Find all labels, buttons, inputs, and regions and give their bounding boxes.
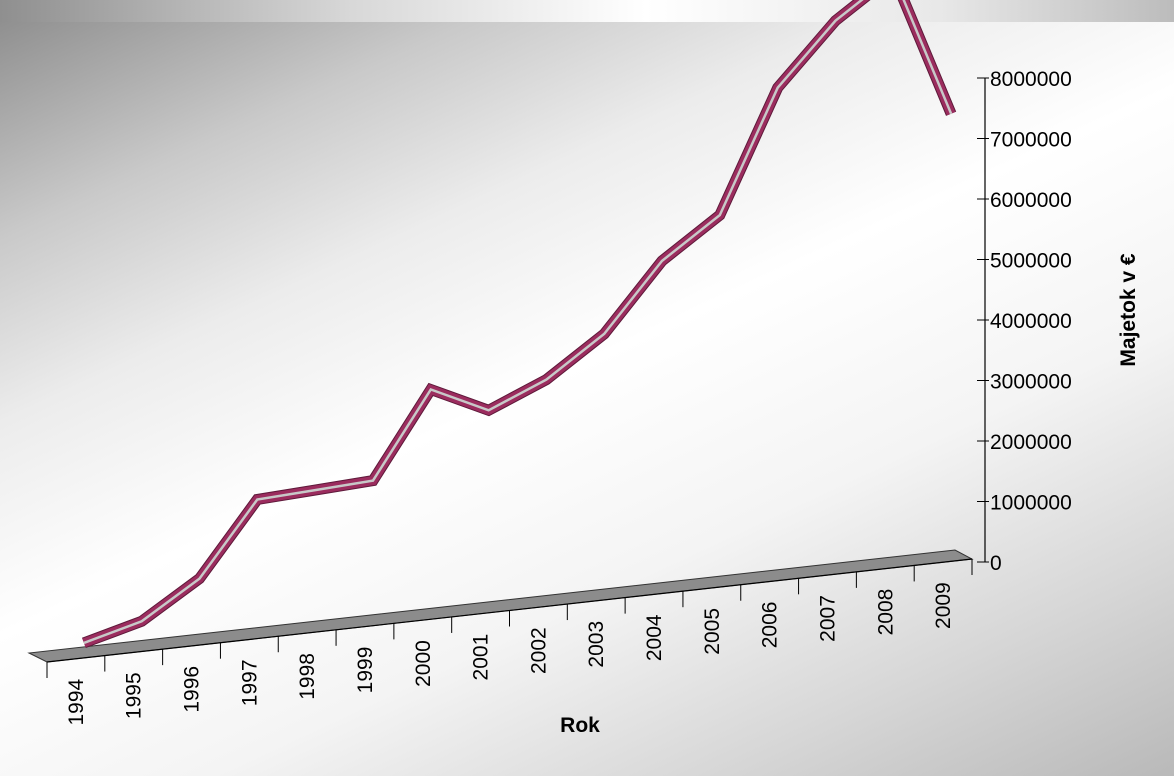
x-tick-label: 2008 bbox=[874, 589, 897, 636]
x-tick-label: 1998 bbox=[296, 653, 319, 700]
x-axis-title: Rok bbox=[560, 714, 600, 737]
y-tick-label: 2000000 bbox=[990, 431, 1072, 454]
y-tick-label: 1000000 bbox=[990, 492, 1072, 515]
y-tick-label: 8000000 bbox=[990, 68, 1072, 91]
x-axis-ticks: 1994 1995 1996 1997 1998 1999 2000 2001 2002 2003… bbox=[46, 559, 973, 726]
y-tick-label: 3000000 bbox=[990, 371, 1072, 394]
x-tick-label: 1997 bbox=[238, 659, 261, 706]
x-tick-label: 2003 bbox=[585, 621, 608, 668]
x-tick-label: 1999 bbox=[354, 647, 377, 694]
x-tick-label: 2004 bbox=[643, 614, 666, 661]
y-tick-label: 0 bbox=[990, 552, 1002, 575]
x-tick-label: 2006 bbox=[759, 602, 782, 649]
x-tick-label: 1994 bbox=[65, 678, 88, 725]
x-tick-label: 2002 bbox=[527, 627, 550, 674]
x-tick-label: 2001 bbox=[470, 634, 493, 681]
series-line bbox=[81, 0, 957, 649]
x-tick-label: 2009 bbox=[932, 582, 955, 629]
series-line-shadow bbox=[81, 0, 957, 649]
y-axis-title: Majetok v € bbox=[1117, 253, 1140, 367]
y-axis: 0 1000000 2000000 3000000 4000000 5000000 6000… bbox=[977, 68, 1072, 575]
x-tick-label: 2000 bbox=[412, 640, 435, 687]
x-tick-label: 2005 bbox=[701, 608, 724, 655]
x-tick-label: 2007 bbox=[816, 595, 839, 642]
y-tick-label: 7000000 bbox=[990, 129, 1072, 152]
title-band bbox=[0, 0, 1174, 22]
y-tick-label: 5000000 bbox=[990, 250, 1072, 273]
series-line-body bbox=[82, 0, 956, 648]
series-line-highlight bbox=[83, 0, 953, 645]
y-tick-label: 4000000 bbox=[990, 310, 1072, 333]
x-tick-label: 1995 bbox=[123, 672, 146, 719]
y-tick-label: 6000000 bbox=[990, 189, 1072, 212]
x-tick-label: 1996 bbox=[181, 666, 204, 713]
